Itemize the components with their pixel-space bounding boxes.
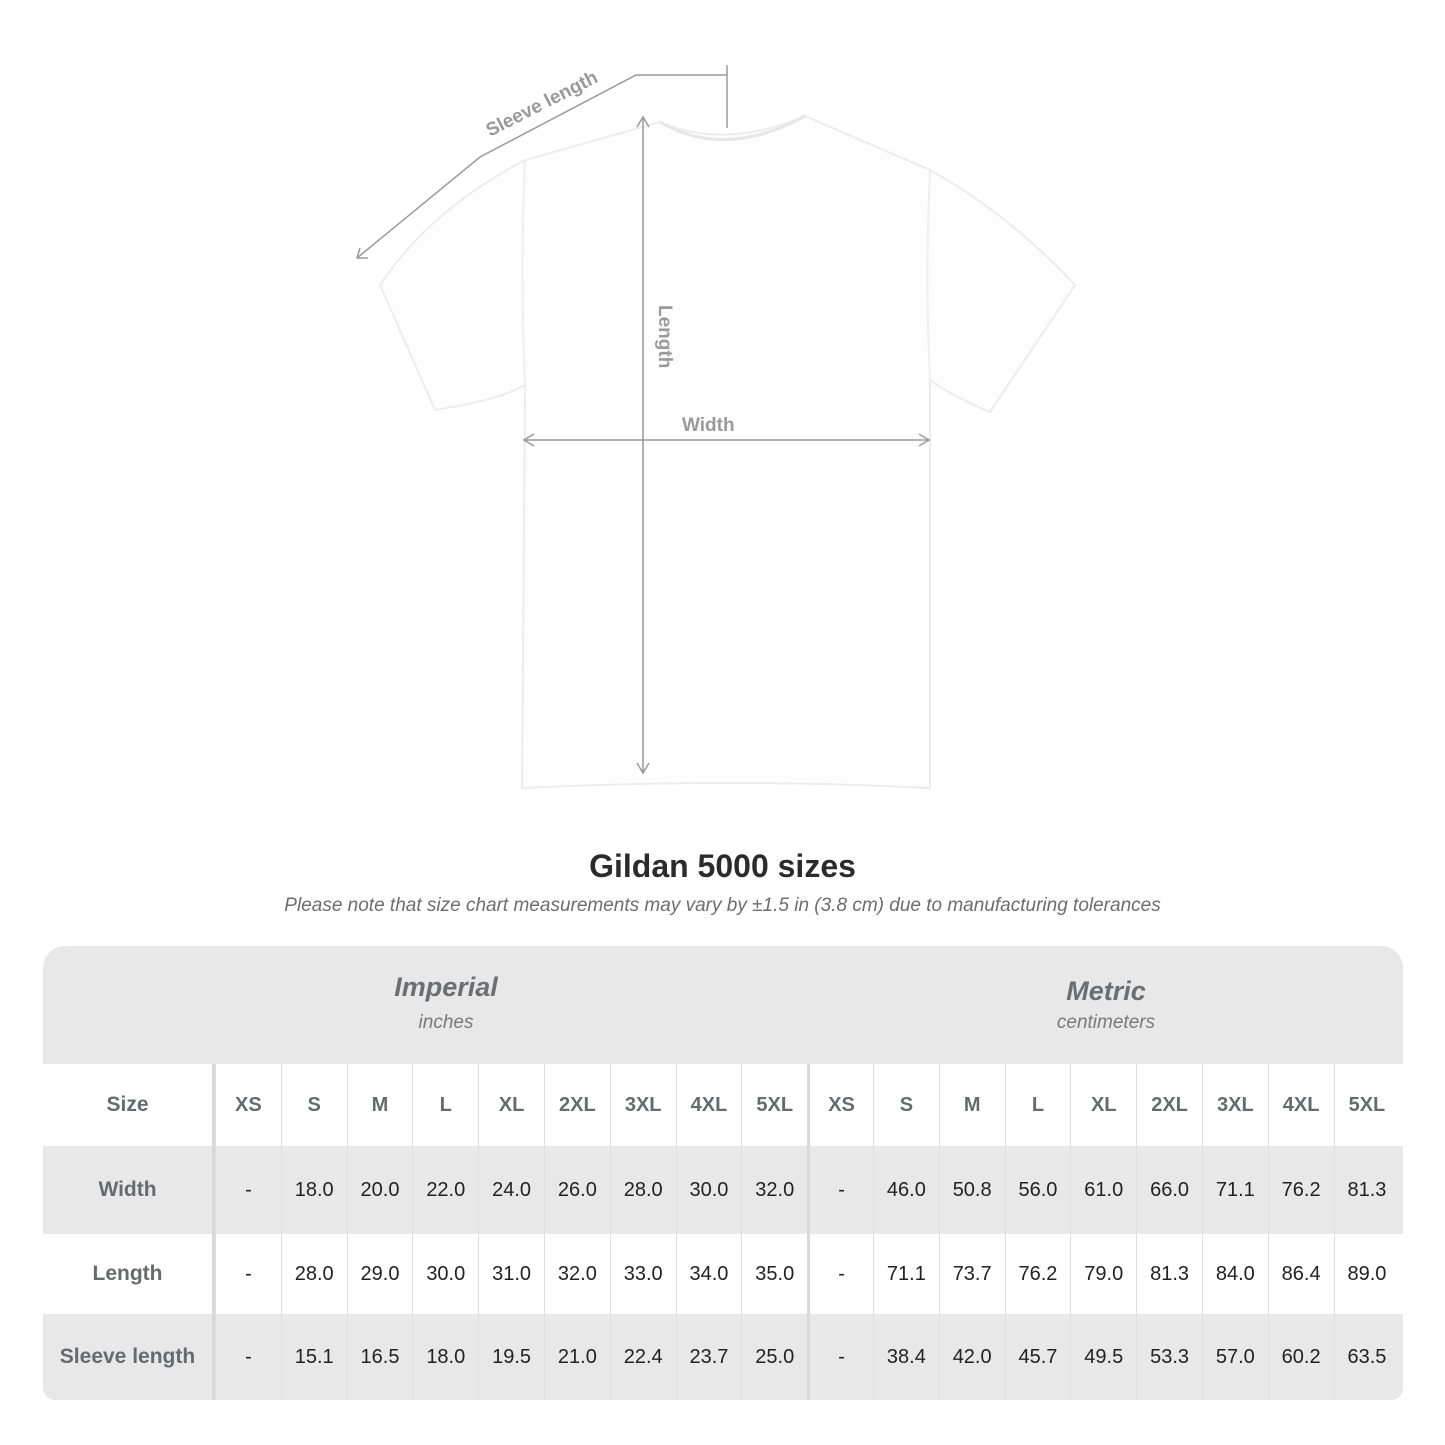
row-label: Length bbox=[43, 1234, 215, 1314]
metric-value-cell: 46.0 bbox=[872, 1146, 939, 1234]
metric-value-cell: 76.2 bbox=[1267, 1146, 1334, 1234]
imperial-value-cell: 33.0 bbox=[609, 1234, 676, 1314]
metric-size-header: XL bbox=[1070, 1064, 1136, 1146]
metric-value-cell: 81.3 bbox=[1333, 1146, 1400, 1234]
imperial-size-header: 4XL bbox=[675, 1064, 742, 1146]
table-row: Width -18.0 20.0 22.0 24.0 26.0 28.0 30.0 32.0-4… bbox=[43, 1146, 1403, 1234]
imperial-value-cell: 22.4 bbox=[609, 1314, 676, 1400]
metric-value-cell: 63.5 bbox=[1333, 1314, 1400, 1400]
metric-value-cell: 89.0 bbox=[1333, 1234, 1400, 1314]
metric-value-cell: 60.2 bbox=[1267, 1314, 1334, 1400]
imperial-value-cell: 25.0 bbox=[741, 1314, 807, 1400]
imperial-value-cell: 30.0 bbox=[675, 1146, 742, 1234]
metric-value-cell: 45.7 bbox=[1004, 1314, 1071, 1400]
imperial-size-header: M bbox=[346, 1064, 413, 1146]
imperial-value-cell: 23.7 bbox=[675, 1314, 742, 1400]
tolerance-note: Please note that size chart measurements… bbox=[284, 895, 1161, 916]
row-label: Sleeve length bbox=[43, 1314, 215, 1400]
imperial-value-cell: 21.0 bbox=[543, 1314, 610, 1400]
metric-header: Metric centimeters bbox=[809, 946, 1403, 1064]
metric-value-cell: 84.0 bbox=[1201, 1234, 1268, 1314]
metric-value-cell: 86.4 bbox=[1267, 1234, 1334, 1314]
metric-value-cell: - bbox=[807, 1234, 873, 1314]
imperial-value-cell: 32.0 bbox=[543, 1234, 610, 1314]
length-label: Length bbox=[654, 305, 675, 368]
imperial-size-header: 5XL bbox=[741, 1064, 807, 1146]
imperial-size-header: S bbox=[280, 1064, 347, 1146]
metric-value-cell: 73.7 bbox=[938, 1234, 1005, 1314]
imperial-value-cell: 28.0 bbox=[280, 1234, 347, 1314]
imperial-value-cell: 15.1 bbox=[280, 1314, 347, 1400]
chart-title: Gildan 5000 sizes bbox=[589, 848, 856, 884]
metric-size-header: XS bbox=[807, 1064, 873, 1146]
imperial-size-header: XL bbox=[478, 1064, 544, 1146]
metric-value-cell: 66.0 bbox=[1136, 1146, 1202, 1234]
metric-size-header: 5XL bbox=[1333, 1064, 1400, 1146]
metric-value-cell: 71.1 bbox=[1201, 1146, 1268, 1234]
metric-value-cell: 53.3 bbox=[1136, 1314, 1202, 1400]
imperial-value-cell: 16.5 bbox=[346, 1314, 413, 1400]
imperial-size-header: XS bbox=[215, 1064, 281, 1146]
metric-value-cell: - bbox=[807, 1314, 873, 1400]
metric-value-cell: 61.0 bbox=[1070, 1146, 1136, 1234]
metric-size-header: 4XL bbox=[1267, 1064, 1334, 1146]
row-label: Width bbox=[43, 1146, 215, 1234]
table-row: Sleeve length -15.1 16.5 18.0 19.5 21.0 22.4 23… bbox=[43, 1314, 1403, 1400]
metric-size-header: S bbox=[872, 1064, 939, 1146]
imperial-value-cell: 26.0 bbox=[543, 1146, 610, 1234]
imperial-value-cell: 34.0 bbox=[675, 1234, 742, 1314]
imperial-size-header: L bbox=[412, 1064, 478, 1146]
imperial-value-cell: 20.0 bbox=[346, 1146, 413, 1234]
imperial-value-cell: 18.0 bbox=[412, 1314, 478, 1400]
metric-value-cell: 42.0 bbox=[938, 1314, 1005, 1400]
metric-size-header: L bbox=[1004, 1064, 1071, 1146]
metric-title: Metric bbox=[1066, 976, 1146, 1006]
metric-unit: centimeters bbox=[1056, 1012, 1156, 1033]
imperial-header: Imperial inches bbox=[43, 946, 809, 1064]
imperial-value-cell: - bbox=[215, 1314, 281, 1400]
imperial-size-header: 2XL bbox=[543, 1064, 610, 1146]
imperial-value-cell: 22.0 bbox=[412, 1146, 478, 1234]
metric-value-cell: 57.0 bbox=[1201, 1314, 1268, 1400]
metric-value-cell: 79.0 bbox=[1070, 1234, 1136, 1314]
metric-value-cell: 49.5 bbox=[1070, 1314, 1136, 1400]
imperial-unit: inches bbox=[418, 1012, 474, 1033]
imperial-value-cell: 19.5 bbox=[478, 1314, 544, 1400]
imperial-value-cell: 31.0 bbox=[478, 1234, 544, 1314]
imperial-value-cell: 24.0 bbox=[478, 1146, 544, 1234]
imperial-value-cell: 30.0 bbox=[412, 1234, 478, 1314]
metric-value-cell: 76.2 bbox=[1004, 1234, 1071, 1314]
imperial-value-cell: 32.0 bbox=[741, 1146, 807, 1234]
sleeve-length-label: Sleeve length bbox=[483, 67, 602, 141]
tshirt-diagram: Sleeve length Length Width bbox=[355, 65, 1077, 790]
imperial-value-cell: 28.0 bbox=[609, 1146, 676, 1234]
metric-value-cell: 56.0 bbox=[1004, 1146, 1071, 1234]
imperial-value-cell: 35.0 bbox=[741, 1234, 807, 1314]
table-row: Length -28.0 29.0 30.0 31.0 32.0 33.0 34.0 35.0-… bbox=[43, 1234, 1403, 1314]
metric-value-cell: - bbox=[807, 1146, 873, 1234]
imperial-value-cell: 18.0 bbox=[280, 1146, 347, 1234]
sleeve-measure-line bbox=[356, 74, 727, 259]
imperial-title: Imperial bbox=[394, 972, 498, 1002]
metric-value-cell: 50.8 bbox=[938, 1146, 1005, 1234]
imperial-value-cell: - bbox=[215, 1146, 281, 1234]
metric-size-header: M bbox=[938, 1064, 1005, 1146]
width-label: Width bbox=[682, 415, 735, 436]
metric-value-cell: 81.3 bbox=[1136, 1234, 1202, 1314]
imperial-value-cell: 29.0 bbox=[346, 1234, 413, 1314]
metric-value-cell: 71.1 bbox=[872, 1234, 939, 1314]
metric-value-cell: 38.4 bbox=[872, 1314, 939, 1400]
metric-size-header: 3XL bbox=[1201, 1064, 1268, 1146]
metric-size-header: 2XL bbox=[1136, 1064, 1202, 1146]
size-header-row: Size XS S M L XL 2XL 3XL 4XL 5XL XS S M L XL 2XL 3XL 4XL 5… bbox=[43, 1064, 1403, 1146]
size-table: Imperial inches Metric centimeters Size X… bbox=[43, 946, 1403, 1400]
imperial-value-cell: - bbox=[215, 1234, 281, 1314]
size-header-label: Size bbox=[43, 1064, 215, 1146]
imperial-size-header: 3XL bbox=[609, 1064, 676, 1146]
tshirt-illustration bbox=[378, 114, 1077, 790]
